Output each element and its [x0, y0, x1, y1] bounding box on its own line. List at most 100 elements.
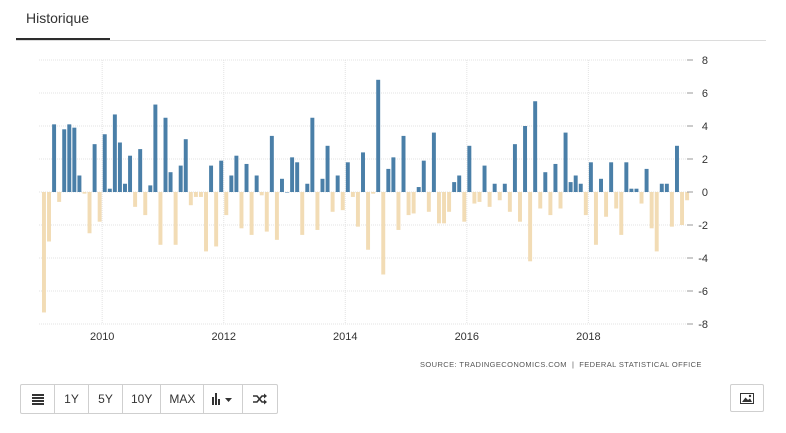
- bar-2016-12[interactable]: [523, 126, 527, 192]
- bar-2010-07[interactable]: [133, 192, 137, 207]
- bar-2017-07[interactable]: [559, 192, 563, 209]
- bar-2019-01[interactable]: [650, 192, 654, 228]
- bar-2013-03[interactable]: [295, 162, 299, 192]
- bar-2016-05[interactable]: [488, 192, 492, 207]
- bar-2015-08[interactable]: [442, 192, 446, 223]
- bar-2015-11[interactable]: [457, 176, 461, 193]
- bar-2015-10[interactable]: [452, 182, 456, 192]
- bar-2013-10[interactable]: [331, 192, 335, 212]
- bar-2015-01[interactable]: [407, 192, 411, 215]
- bar-2012-12[interactable]: [280, 179, 284, 192]
- bar-2012-09[interactable]: [265, 192, 269, 232]
- bar-2018-06[interactable]: [614, 192, 618, 209]
- bar-2016-06[interactable]: [493, 184, 497, 192]
- bar-2014-09[interactable]: [386, 169, 390, 192]
- bar-2018-03[interactable]: [599, 179, 603, 192]
- bar-2018-01[interactable]: [589, 162, 593, 192]
- range-1y-button[interactable]: 1Y: [55, 385, 89, 413]
- range-10y-button[interactable]: 10Y: [123, 385, 161, 413]
- tab-historique[interactable]: Historique: [16, 0, 110, 40]
- bar-2015-05[interactable]: [427, 192, 431, 212]
- bar-2014-11[interactable]: [396, 192, 400, 230]
- bar-2009-07[interactable]: [72, 128, 76, 192]
- bar-2009-09[interactable]: [83, 192, 87, 194]
- bar-2017-06[interactable]: [553, 164, 557, 192]
- bar-2011-06[interactable]: [189, 192, 193, 205]
- bar-2009-12[interactable]: [98, 192, 102, 222]
- bar-2018-09[interactable]: [629, 189, 633, 192]
- bar-2018-12[interactable]: [645, 169, 649, 192]
- bar-2014-04[interactable]: [361, 152, 365, 192]
- export-image-button[interactable]: [730, 384, 764, 412]
- bar-2010-05[interactable]: [123, 184, 127, 192]
- bar-2009-06[interactable]: [67, 124, 71, 192]
- bar-2017-05[interactable]: [548, 192, 552, 215]
- bar-2014-10[interactable]: [391, 157, 395, 192]
- bar-2018-08[interactable]: [624, 162, 628, 192]
- bar-2014-06[interactable]: [371, 192, 375, 194]
- bar-2009-02[interactable]: [47, 192, 51, 242]
- bar-2019-06[interactable]: [675, 146, 679, 192]
- bar-2010-02[interactable]: [108, 189, 112, 192]
- bar-2011-02[interactable]: [169, 172, 173, 192]
- bar-2010-04[interactable]: [118, 143, 122, 193]
- bar-2019-08[interactable]: [685, 192, 689, 200]
- bar-2018-10[interactable]: [634, 189, 638, 192]
- bar-2013-02[interactable]: [290, 157, 294, 192]
- bar-2017-10[interactable]: [574, 176, 578, 193]
- bar-2014-02[interactable]: [351, 192, 355, 197]
- bar-2018-11[interactable]: [640, 192, 644, 204]
- bar-2011-03[interactable]: [174, 192, 178, 245]
- bar-2010-11[interactable]: [153, 105, 157, 192]
- bar-2019-02[interactable]: [655, 192, 659, 251]
- bar-2016-02[interactable]: [472, 192, 476, 204]
- bar-2009-10[interactable]: [88, 192, 92, 233]
- bar-2012-04[interactable]: [239, 192, 243, 228]
- bar-2014-08[interactable]: [381, 192, 385, 275]
- bar-2010-03[interactable]: [113, 114, 117, 192]
- bar-2010-06[interactable]: [128, 156, 132, 192]
- bar-2019-03[interactable]: [660, 184, 664, 192]
- bar-2016-10[interactable]: [513, 144, 517, 192]
- bar-2011-09[interactable]: [204, 192, 208, 251]
- bar-2012-03[interactable]: [234, 156, 238, 192]
- bar-2017-01[interactable]: [528, 192, 532, 261]
- bar-2013-04[interactable]: [300, 192, 304, 235]
- bar-2012-10[interactable]: [270, 136, 274, 192]
- range-max-button[interactable]: MAX: [161, 385, 204, 413]
- bar-2017-09[interactable]: [569, 182, 573, 192]
- bar-2013-12[interactable]: [341, 192, 345, 210]
- bar-2013-06[interactable]: [310, 118, 314, 192]
- bar-2011-10[interactable]: [209, 166, 213, 192]
- bar-2011-04[interactable]: [179, 166, 183, 192]
- bar-2018-07[interactable]: [619, 192, 623, 235]
- bar-2015-09[interactable]: [447, 192, 451, 212]
- bar-2009-11[interactable]: [93, 144, 97, 192]
- bar-2013-09[interactable]: [326, 146, 330, 192]
- bar-2011-05[interactable]: [184, 139, 188, 192]
- bar-2012-08[interactable]: [260, 192, 264, 195]
- bar-2015-07[interactable]: [437, 192, 441, 223]
- bar-2016-11[interactable]: [518, 192, 522, 222]
- bar-2016-07[interactable]: [498, 192, 502, 200]
- bar-2016-08[interactable]: [503, 184, 507, 192]
- table-view-button[interactable]: [21, 385, 55, 413]
- bar-2010-08[interactable]: [138, 149, 142, 192]
- bar-2010-09[interactable]: [143, 192, 147, 215]
- bar-2011-07[interactable]: [194, 192, 198, 197]
- bar-2009-05[interactable]: [62, 129, 66, 192]
- bar-2011-08[interactable]: [199, 192, 203, 197]
- bar-2012-11[interactable]: [275, 192, 279, 240]
- bar-2014-12[interactable]: [402, 136, 406, 192]
- bar-2012-05[interactable]: [245, 164, 249, 192]
- bar-2010-01[interactable]: [103, 134, 107, 192]
- bar-2019-05[interactable]: [670, 192, 674, 227]
- bar-2016-03[interactable]: [478, 192, 482, 202]
- chart-type-button[interactable]: [204, 385, 243, 413]
- bar-2012-01[interactable]: [224, 192, 228, 215]
- bar-2018-02[interactable]: [594, 192, 598, 245]
- bar-2011-12[interactable]: [219, 161, 223, 192]
- bar-2009-03[interactable]: [52, 124, 56, 192]
- bar-2017-12[interactable]: [584, 192, 588, 215]
- bar-2011-11[interactable]: [214, 192, 218, 246]
